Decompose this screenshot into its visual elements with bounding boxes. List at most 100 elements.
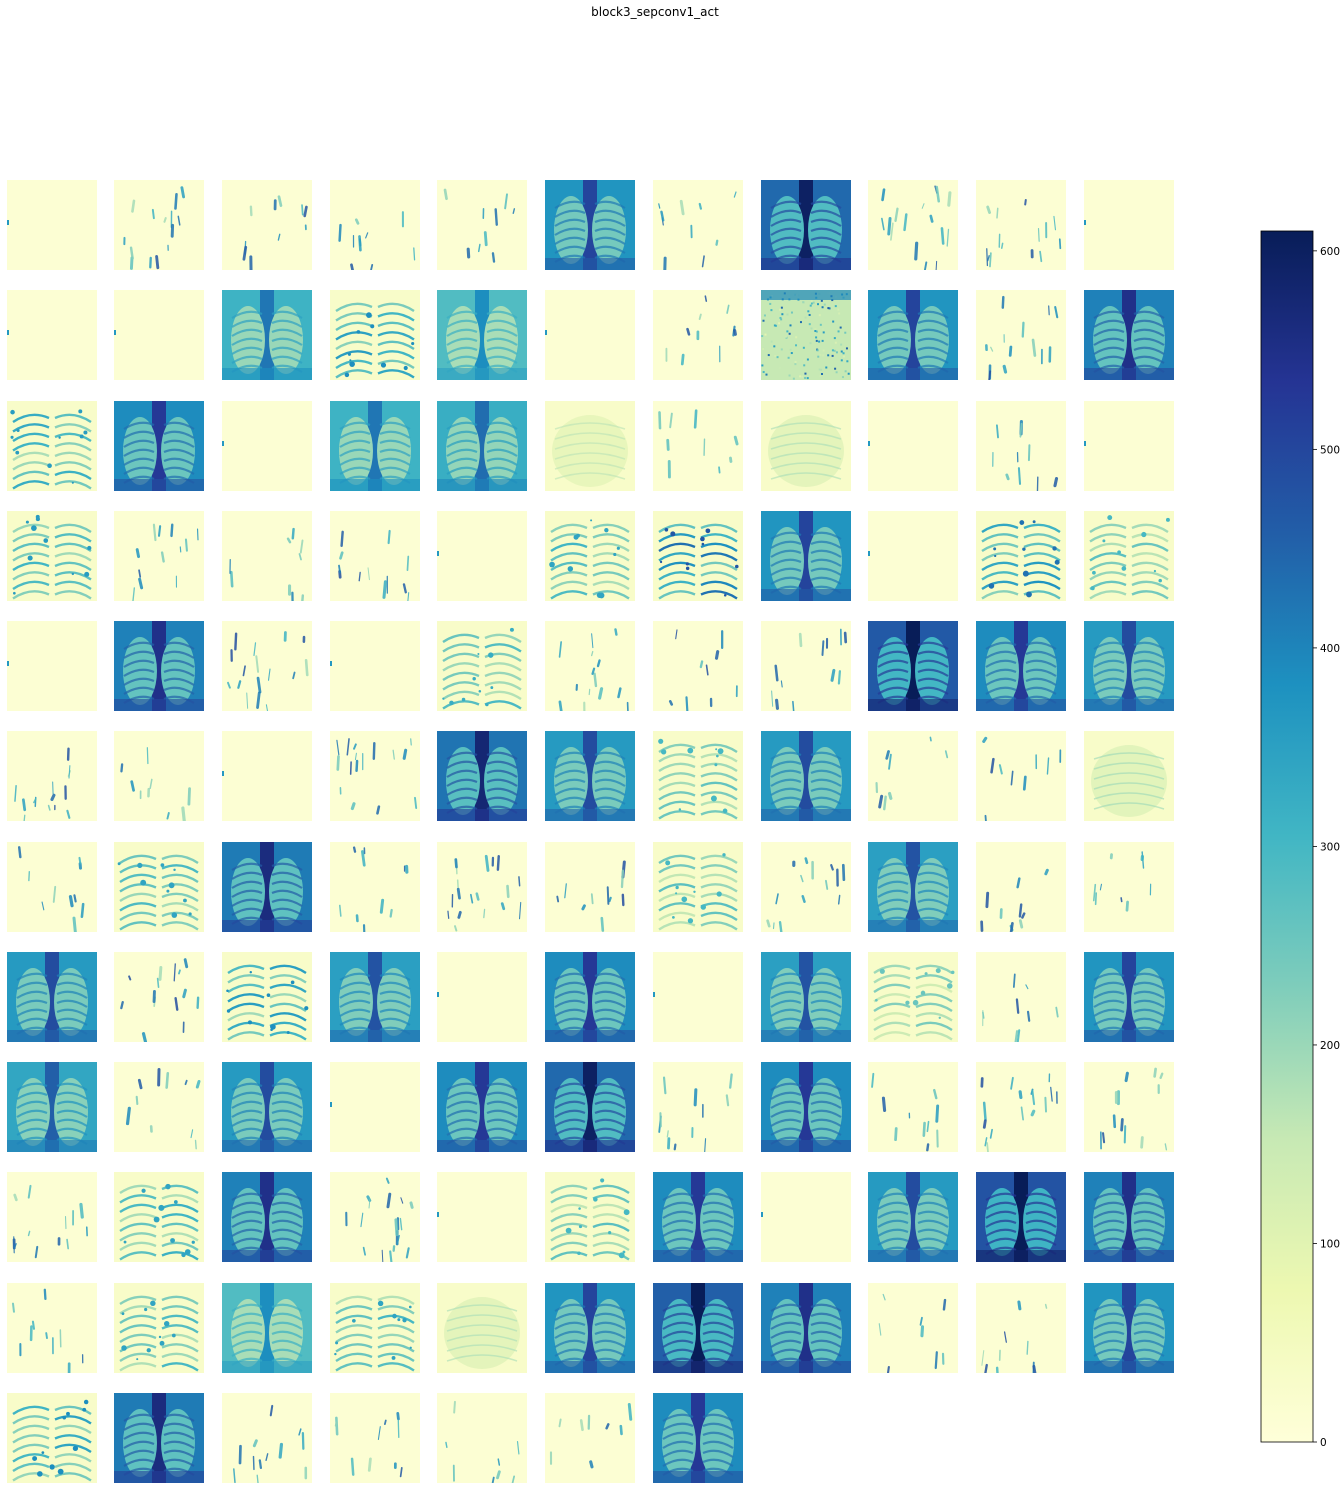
activation-map-image <box>7 952 97 1042</box>
activation-map-image <box>437 511 527 601</box>
activation-map-image <box>437 842 527 932</box>
activation-map-tile <box>1084 1172 1174 1262</box>
activation-map-tile <box>330 952 420 1042</box>
activation-map-image <box>545 1283 635 1373</box>
activation-map-image <box>1084 401 1174 491</box>
activation-map-image <box>976 290 1066 380</box>
colorbar-tick-label: 500 <box>1320 444 1340 456</box>
activation-map-tile <box>114 842 204 932</box>
activation-map-image <box>330 1283 420 1373</box>
activation-map-tile <box>222 842 312 932</box>
activation-map-tile <box>1084 511 1174 601</box>
colorbar-tick-label: 600 <box>1320 246 1340 258</box>
activation-map-image <box>868 731 958 821</box>
activation-map-tile <box>437 1062 527 1152</box>
activation-map-image <box>761 1283 851 1373</box>
activation-map-tile <box>653 952 743 1042</box>
activation-map-tile <box>976 842 1066 932</box>
activation-map-image <box>7 1283 97 1373</box>
activation-map-tile <box>653 290 743 380</box>
activation-map-tile <box>7 1062 97 1152</box>
activation-map-image <box>114 952 204 1042</box>
activation-map-image <box>114 1283 204 1373</box>
activation-map-tile <box>437 952 527 1042</box>
colorbar-tick-label: 300 <box>1320 841 1340 853</box>
activation-map-image <box>222 952 312 1042</box>
activation-map-image <box>222 180 312 270</box>
activation-map-image <box>437 1172 527 1262</box>
activation-map-tile <box>976 401 1066 491</box>
activation-map-image <box>1084 621 1174 711</box>
activation-map-tile <box>330 511 420 601</box>
activation-map-image <box>976 842 1066 932</box>
activation-map-image <box>437 401 527 491</box>
activation-map-tile <box>330 842 420 932</box>
activation-map-image <box>761 731 851 821</box>
activation-map-tile <box>7 511 97 601</box>
activation-map-tile <box>114 1062 204 1152</box>
activation-map-image <box>330 180 420 270</box>
activation-map-tile <box>7 180 97 270</box>
activation-map-tile <box>1084 1283 1174 1373</box>
activation-map-image <box>114 180 204 270</box>
activation-map-tile <box>653 180 743 270</box>
activation-map-tile <box>976 731 1066 821</box>
activation-map-image <box>222 842 312 932</box>
activation-map-tile <box>545 842 635 932</box>
activation-map-tile <box>1084 731 1174 821</box>
activation-map-tile <box>437 731 527 821</box>
activation-map-tile <box>7 842 97 932</box>
activation-map-tile <box>114 511 204 601</box>
activation-map-image <box>653 180 743 270</box>
activation-map-image <box>653 731 743 821</box>
activation-map-image <box>761 621 851 711</box>
activation-map-image <box>437 952 527 1042</box>
activation-map-image <box>653 401 743 491</box>
activation-map-tile <box>437 511 527 601</box>
activation-map-tile <box>761 952 851 1042</box>
activation-map-tile <box>545 1283 635 1373</box>
activation-map-tile <box>761 401 851 491</box>
activation-map-tile <box>7 1393 97 1483</box>
activation-map-image <box>976 1283 1066 1373</box>
activation-map-image <box>1084 1172 1174 1262</box>
activation-map-tile <box>114 621 204 711</box>
activation-map-image <box>330 842 420 932</box>
activation-map-image <box>545 401 635 491</box>
activation-map-image <box>114 401 204 491</box>
activation-map-tile <box>330 401 420 491</box>
activation-map-tile <box>222 511 312 601</box>
activation-map-image <box>437 1393 527 1483</box>
activation-map-tile <box>545 511 635 601</box>
activation-map-image <box>653 621 743 711</box>
activation-map-tile <box>437 290 527 380</box>
activation-map-tile <box>1084 1062 1174 1152</box>
activation-map-image <box>545 180 635 270</box>
activation-map-tile <box>330 731 420 821</box>
activation-map-tile <box>868 180 958 270</box>
activation-map-image <box>653 1062 743 1152</box>
activation-map-tile <box>1084 952 1174 1042</box>
activation-map-image <box>868 1283 958 1373</box>
activation-map-tile <box>976 1062 1066 1152</box>
activation-map-image <box>330 1393 420 1483</box>
activation-map-tile <box>868 952 958 1042</box>
activation-map-image <box>1084 1062 1174 1152</box>
activation-map-tile <box>868 1172 958 1262</box>
activation-map-image <box>976 1062 1066 1152</box>
activation-map-tile <box>653 731 743 821</box>
colorbar-tick-label: 200 <box>1320 1040 1340 1052</box>
activation-map-tile <box>868 731 958 821</box>
activation-map-image <box>545 1393 635 1483</box>
activation-map-tile <box>330 180 420 270</box>
activation-map-tile <box>545 290 635 380</box>
activation-map-tile <box>222 621 312 711</box>
activation-map-image <box>868 1172 958 1262</box>
activation-map-tile <box>868 401 958 491</box>
activation-map-tile <box>437 401 527 491</box>
activation-map-image <box>437 1283 527 1373</box>
activation-map-tile <box>976 1283 1066 1373</box>
activation-map-tile <box>868 1283 958 1373</box>
activation-map-image <box>7 1393 97 1483</box>
activation-map-image <box>222 1283 312 1373</box>
